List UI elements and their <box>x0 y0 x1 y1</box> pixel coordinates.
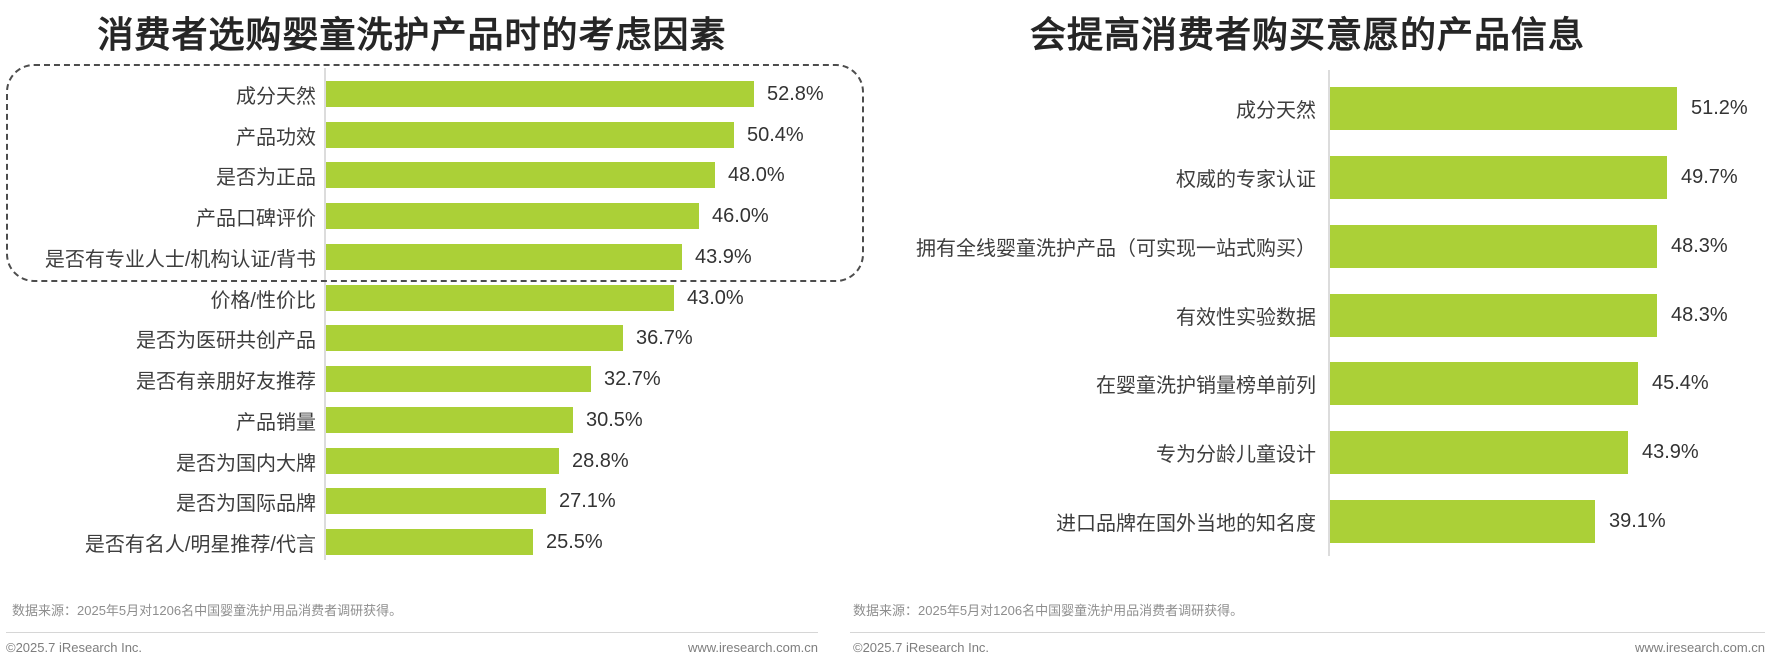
value-label: 43.9% <box>1642 441 1699 463</box>
bar <box>1330 431 1628 474</box>
right-website-url: www.iresearch.com.cn <box>1634 640 1765 655</box>
value-label: 49.7% <box>1681 166 1738 188</box>
category-label: 是否为医研共创产品 <box>136 329 316 352</box>
value-label: 36.7% <box>636 326 693 349</box>
category-label: 产品销量 <box>236 411 316 434</box>
category-label: 是否为正品 <box>216 166 316 189</box>
category-label: 价格/性价比 <box>210 289 316 312</box>
right-copyright: ©2025.7 iResearch Inc. <box>853 640 990 655</box>
category-label: 成分天然 <box>1236 100 1316 122</box>
bar <box>1330 225 1657 268</box>
bar <box>326 366 591 392</box>
category-label: 产品功效 <box>236 126 316 149</box>
value-label: 28.8% <box>572 449 629 472</box>
category-label: 是否有亲朋好友推荐 <box>136 370 316 393</box>
bar <box>1330 294 1657 337</box>
category-label: 产品口碑评价 <box>196 207 316 230</box>
left-chart-title: 消费者选购婴童洗护产品时的考虑因素 <box>97 14 727 55</box>
category-label: 是否为国际品牌 <box>176 492 316 515</box>
value-label: 43.0% <box>687 286 744 309</box>
value-label: 52.8% <box>767 82 824 105</box>
value-label: 46.0% <box>712 204 769 227</box>
left-website-url: www.iresearch.com.cn <box>687 640 818 655</box>
category-label: 是否有专业人士/机构认证/背书 <box>44 248 316 271</box>
value-label: 27.1% <box>559 489 616 512</box>
value-label: 48.3% <box>1671 235 1728 257</box>
left-y-axis-line <box>324 68 326 560</box>
bar <box>326 529 533 555</box>
value-label: 30.5% <box>586 408 643 431</box>
left-footer-divider <box>6 632 818 633</box>
right-y-axis-line <box>1328 70 1330 556</box>
category-label: 在婴童洗护销量榜单前列 <box>1096 375 1316 397</box>
bar <box>326 325 623 351</box>
bar <box>326 122 734 148</box>
value-label: 43.9% <box>695 245 752 268</box>
category-label: 是否为国内大牌 <box>176 452 316 475</box>
bar <box>326 407 573 433</box>
bar <box>1330 500 1595 543</box>
right-source-note: 数据来源：2025年5月对1206名中国婴童洗护用品消费者调研获得。 <box>853 603 1244 618</box>
top5-highlight-dashed-box <box>6 64 864 282</box>
left-chart-panel: 消费者选购婴童洗护产品时的考虑因素 成分天然 52.8% 产品功效 50.4% 是否为正… <box>6 0 880 662</box>
bar <box>326 285 674 311</box>
category-label: 权威的专家认证 <box>1176 169 1316 191</box>
left-source-note: 数据来源：2025年5月对1206名中国婴童洗护用品消费者调研获得。 <box>12 603 403 618</box>
bar <box>326 448 559 474</box>
right-bar-chart: 成分天然 51.2% 权威的专家认证 49.7% 拥有全线婴童洗护产品（可实现一站式购买… <box>850 0 1776 662</box>
left-bar-chart: 成分天然 52.8% 产品功效 50.4% 是否为正品 48.0% 产品口碑评价 46.0% 是… <box>6 0 880 662</box>
bar <box>1330 87 1677 130</box>
category-label: 拥有全线婴童洗护产品（可实现一站式购买） <box>916 238 1316 260</box>
bar <box>326 81 754 107</box>
category-label: 是否有名人/明星推荐/代言 <box>84 533 316 556</box>
value-label: 48.3% <box>1671 304 1728 326</box>
category-label: 专为分龄儿童设计 <box>1156 444 1316 466</box>
bar <box>326 488 546 514</box>
value-label: 48.0% <box>728 163 785 186</box>
bar <box>326 244 682 270</box>
bar <box>1330 156 1667 199</box>
value-label: 51.2% <box>1691 97 1748 119</box>
value-label: 45.4% <box>1652 372 1709 394</box>
category-label: 成分天然 <box>236 85 316 108</box>
bar <box>326 203 699 229</box>
value-label: 50.4% <box>747 123 804 146</box>
value-label: 32.7% <box>604 367 661 390</box>
category-label: 进口品牌在国外当地的知名度 <box>1056 513 1316 535</box>
right-chart-panel: 会提高消费者购买意愿的产品信息 成分天然 51.2% 权威的专家认证 49.7% 拥有全… <box>850 0 1776 662</box>
right-footer-divider <box>850 632 1765 633</box>
value-label: 39.1% <box>1609 510 1666 532</box>
left-copyright: ©2025.7 iResearch Inc. <box>6 640 143 655</box>
bar <box>1330 362 1638 405</box>
bar <box>326 162 715 188</box>
category-label: 有效性实验数据 <box>1176 307 1316 329</box>
value-label: 25.5% <box>546 530 603 553</box>
right-chart-title: 会提高消费者购买意愿的产品信息 <box>1029 14 1585 55</box>
